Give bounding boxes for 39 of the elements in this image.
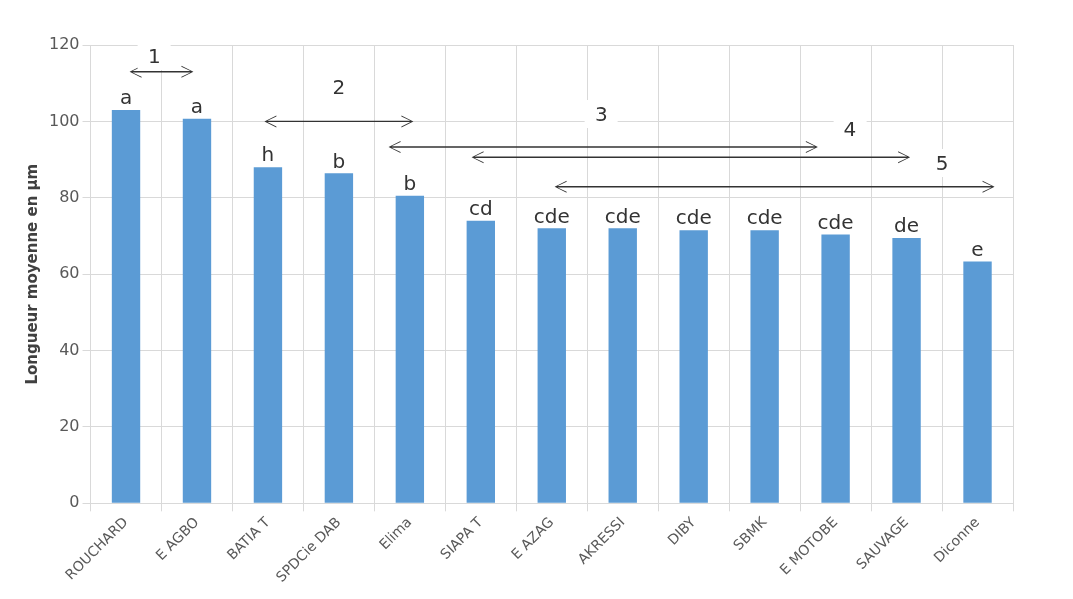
annotation: 3 bbox=[585, 99, 618, 128]
bar bbox=[537, 228, 566, 503]
annotation: cde bbox=[817, 209, 854, 234]
annotation: h bbox=[261, 142, 275, 167]
annotation: e bbox=[971, 236, 984, 261]
bar bbox=[963, 261, 992, 503]
annotation: cde bbox=[675, 205, 712, 230]
y-tick-label: 40 bbox=[59, 339, 80, 359]
bar bbox=[608, 228, 637, 503]
bar bbox=[253, 167, 283, 503]
y-axis-title: Longueur moyenne en µm bbox=[22, 163, 41, 385]
y-tick-label: 20 bbox=[59, 416, 80, 436]
annotation: cde bbox=[533, 203, 570, 228]
bar bbox=[324, 173, 354, 503]
bar bbox=[750, 230, 779, 503]
y-tick-label: 60 bbox=[59, 263, 80, 283]
annotation: b bbox=[332, 148, 346, 173]
bar bbox=[395, 195, 425, 503]
bar bbox=[466, 220, 495, 503]
annotation: a bbox=[190, 93, 204, 118]
annotation: a bbox=[119, 85, 133, 110]
annotation: b bbox=[403, 171, 417, 196]
annotation: cde bbox=[746, 205, 783, 230]
bar bbox=[182, 118, 212, 503]
bar bbox=[679, 230, 708, 503]
y-tick-label: 0 bbox=[69, 492, 80, 512]
bar bbox=[111, 109, 141, 503]
bar bbox=[821, 234, 850, 503]
annotation: 5 bbox=[925, 149, 959, 178]
annotation: 1 bbox=[138, 42, 171, 71]
y-tick-label: 120 bbox=[48, 34, 80, 54]
y-tick-label: 100 bbox=[48, 110, 80, 130]
bar bbox=[892, 237, 921, 503]
y-tick-label: 80 bbox=[59, 186, 80, 206]
annotation: de bbox=[894, 213, 920, 238]
annotation: cde bbox=[604, 203, 641, 228]
annotation: 4 bbox=[833, 115, 867, 144]
annotation: cd bbox=[468, 195, 493, 220]
annotation: 2 bbox=[322, 73, 356, 101]
